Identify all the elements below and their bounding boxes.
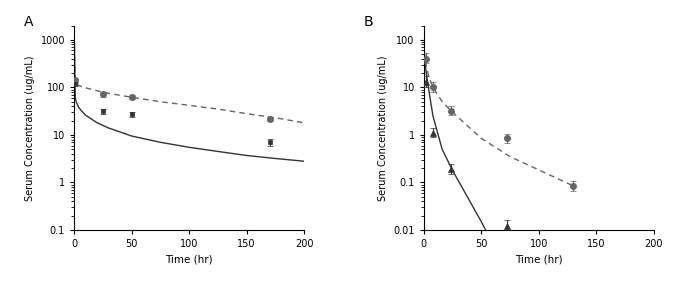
Text: A: A	[24, 15, 33, 29]
X-axis label: Time (hr): Time (hr)	[515, 255, 563, 265]
Y-axis label: Serum Concentration (ug/mL): Serum Concentration (ug/mL)	[25, 55, 35, 201]
Y-axis label: Serum Concentration (ug/mL): Serum Concentration (ug/mL)	[378, 55, 388, 201]
X-axis label: Time (hr): Time (hr)	[165, 255, 213, 265]
Text: B: B	[364, 15, 373, 29]
